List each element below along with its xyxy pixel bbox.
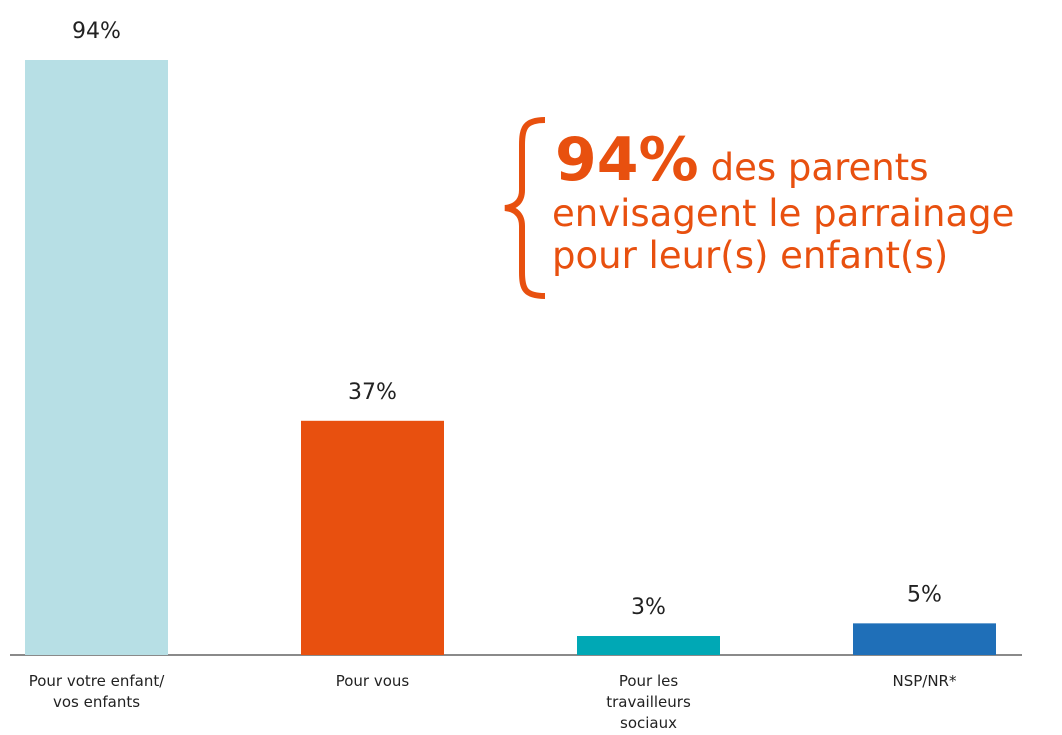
annotation-line: 94% des parents	[555, 125, 928, 195]
brace	[504, 117, 546, 299]
x-tick-label: NSP/NR*	[893, 672, 957, 690]
x-tick-label: Pour les	[619, 672, 679, 690]
x-tick-label: vos enfants	[53, 693, 140, 711]
annotation-text: des parents	[711, 146, 929, 189]
x-tick-label: sociaux	[620, 714, 677, 732]
bar	[853, 623, 996, 655]
annotation-text: envisagent le parrainage	[552, 192, 1014, 235]
bar	[577, 636, 720, 655]
value-label: 5%	[907, 582, 942, 607]
x-tick-label: Pour votre enfant/	[29, 672, 165, 690]
bar	[25, 60, 168, 655]
x-tick-label: Pour vous	[336, 672, 410, 690]
x-tick-label: travailleurs	[606, 693, 691, 711]
value-label: 37%	[348, 380, 397, 405]
value-label: 94%	[72, 19, 121, 44]
annotation-text: pour leur(s) enfant(s)	[552, 234, 948, 277]
annotation-highlight: 94%	[555, 125, 699, 195]
value-label: 3%	[631, 595, 666, 620]
bar	[301, 420, 444, 655]
annotation: 94% des parents envisagent le parrainage …	[552, 125, 1014, 277]
